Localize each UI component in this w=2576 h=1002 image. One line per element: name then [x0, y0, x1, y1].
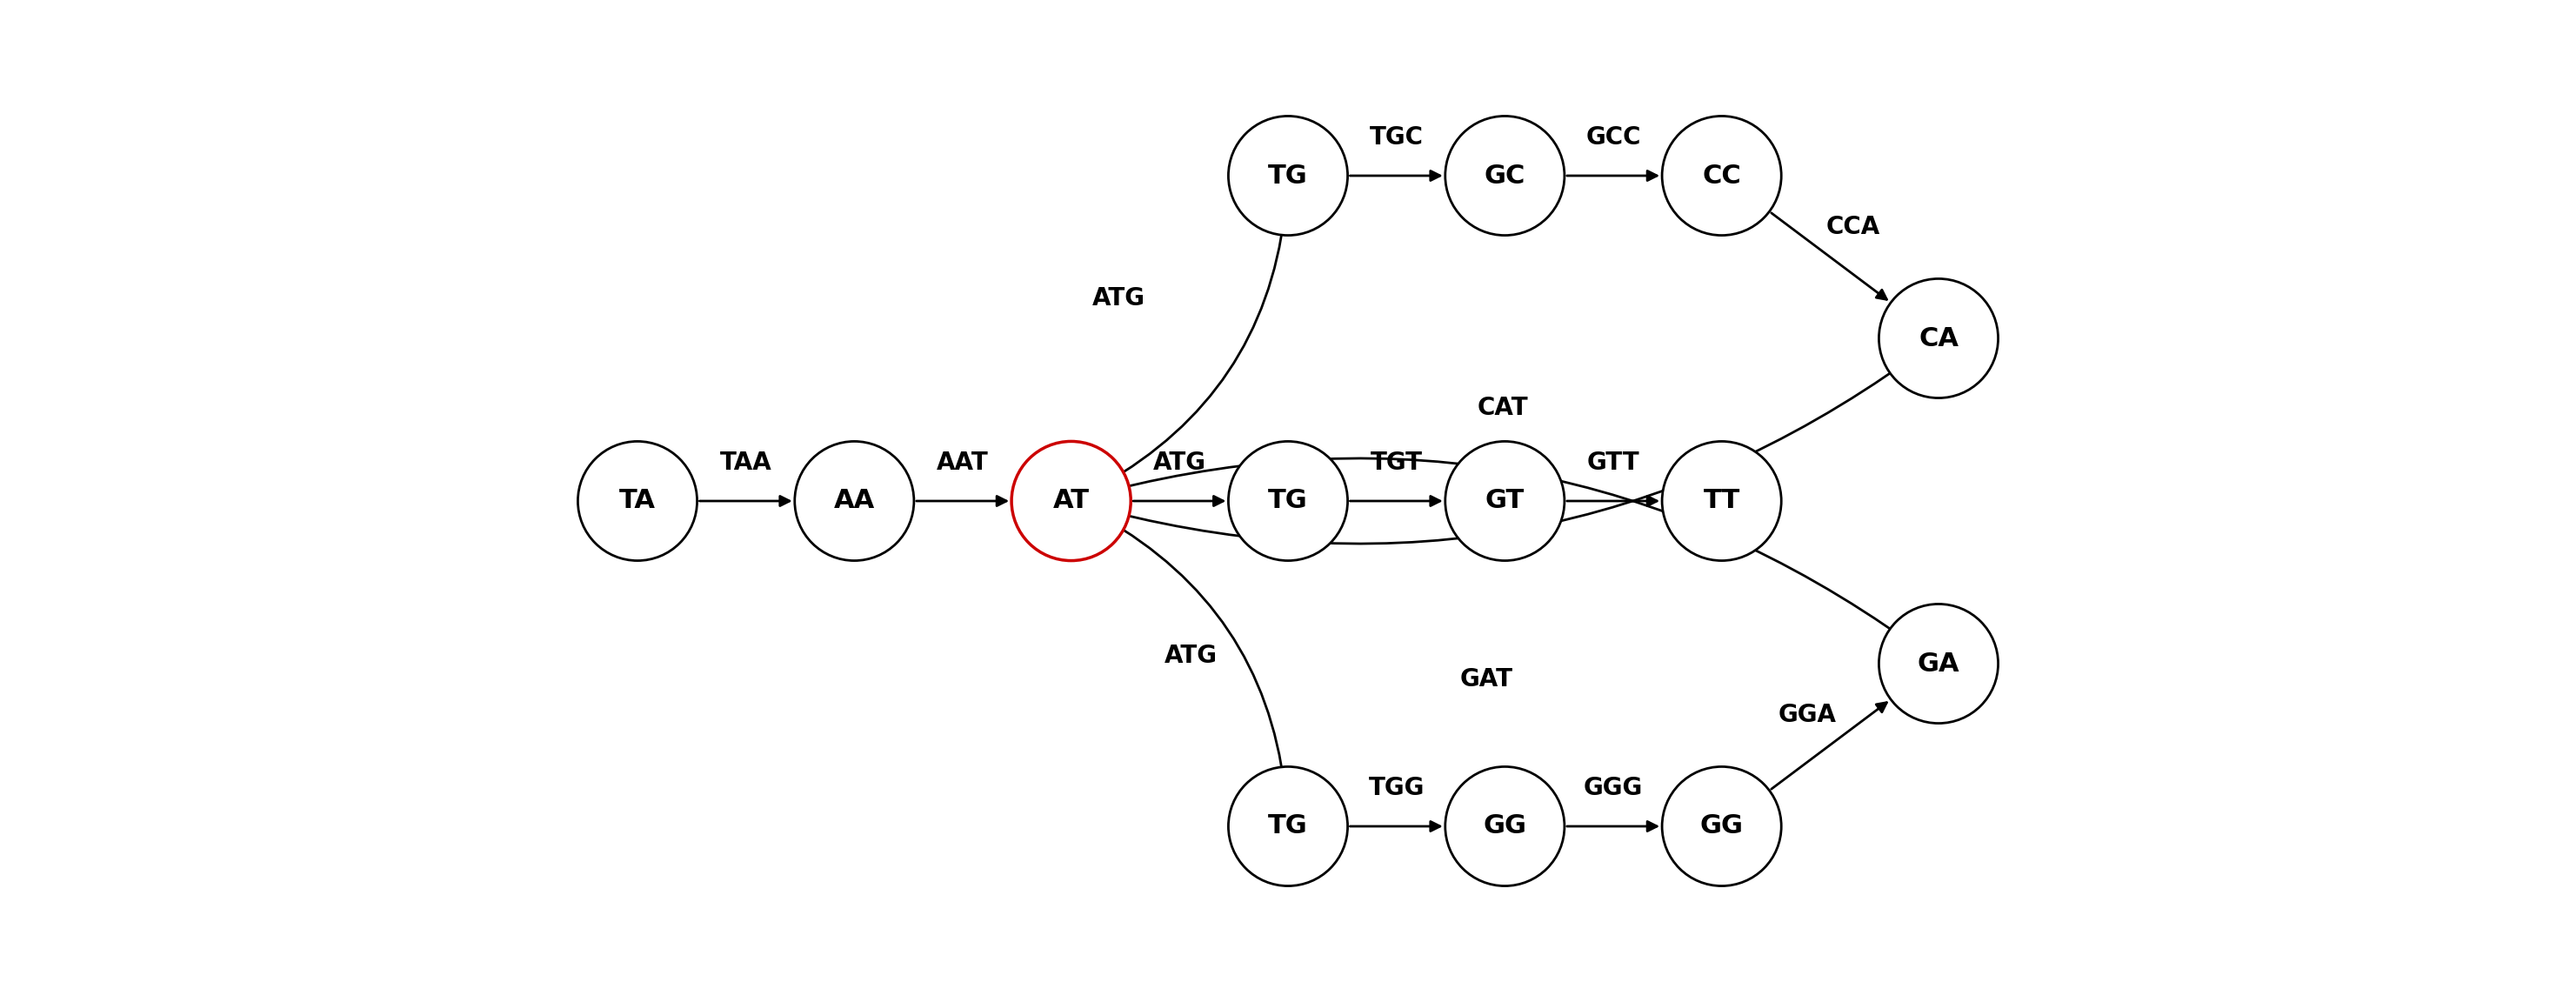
Text: AT: AT	[1054, 488, 1090, 514]
Text: ATG: ATG	[1164, 643, 1218, 668]
Circle shape	[1012, 441, 1131, 561]
FancyArrowPatch shape	[1110, 458, 1909, 642]
Text: TA: TA	[618, 488, 657, 514]
Circle shape	[1878, 279, 1999, 398]
FancyArrowPatch shape	[1103, 214, 1288, 484]
Text: GCC: GCC	[1587, 125, 1641, 150]
FancyArrowPatch shape	[1103, 518, 1288, 788]
Text: TGG: TGG	[1368, 777, 1425, 801]
Text: GG: GG	[1484, 814, 1528, 839]
Text: TGC: TGC	[1370, 125, 1425, 150]
Circle shape	[577, 441, 698, 561]
Circle shape	[1445, 767, 1564, 886]
Circle shape	[1445, 116, 1564, 235]
Text: GAT: GAT	[1461, 667, 1512, 691]
Circle shape	[1229, 116, 1347, 235]
Circle shape	[1662, 767, 1783, 886]
Text: TT: TT	[1703, 488, 1739, 514]
Text: TG: TG	[1267, 488, 1309, 514]
Text: TG: TG	[1267, 163, 1309, 188]
Text: GGG: GGG	[1584, 777, 1643, 801]
Text: TAA: TAA	[719, 451, 773, 475]
Text: GC: GC	[1484, 163, 1525, 188]
Text: ATG: ATG	[1092, 286, 1146, 311]
Text: CA: CA	[1919, 326, 1958, 351]
Text: CCA: CCA	[1826, 214, 1880, 238]
Circle shape	[1445, 441, 1564, 561]
Circle shape	[1662, 441, 1783, 561]
Text: CAT: CAT	[1476, 396, 1528, 420]
Text: TGT: TGT	[1370, 451, 1422, 475]
Circle shape	[1662, 116, 1783, 235]
Text: GG: GG	[1700, 814, 1744, 839]
Circle shape	[793, 441, 914, 561]
Text: AA: AA	[835, 488, 876, 514]
Circle shape	[1229, 767, 1347, 886]
Text: GT: GT	[1486, 488, 1525, 514]
Text: ATG: ATG	[1154, 451, 1206, 475]
Text: GGA: GGA	[1777, 702, 1837, 726]
Text: CC: CC	[1703, 163, 1741, 188]
FancyArrowPatch shape	[1110, 360, 1909, 544]
Text: AAT: AAT	[938, 451, 989, 475]
Circle shape	[1229, 441, 1347, 561]
Text: TG: TG	[1267, 814, 1309, 839]
Text: GTT: GTT	[1587, 451, 1638, 475]
Circle shape	[1878, 604, 1999, 723]
Text: GA: GA	[1917, 651, 1960, 676]
